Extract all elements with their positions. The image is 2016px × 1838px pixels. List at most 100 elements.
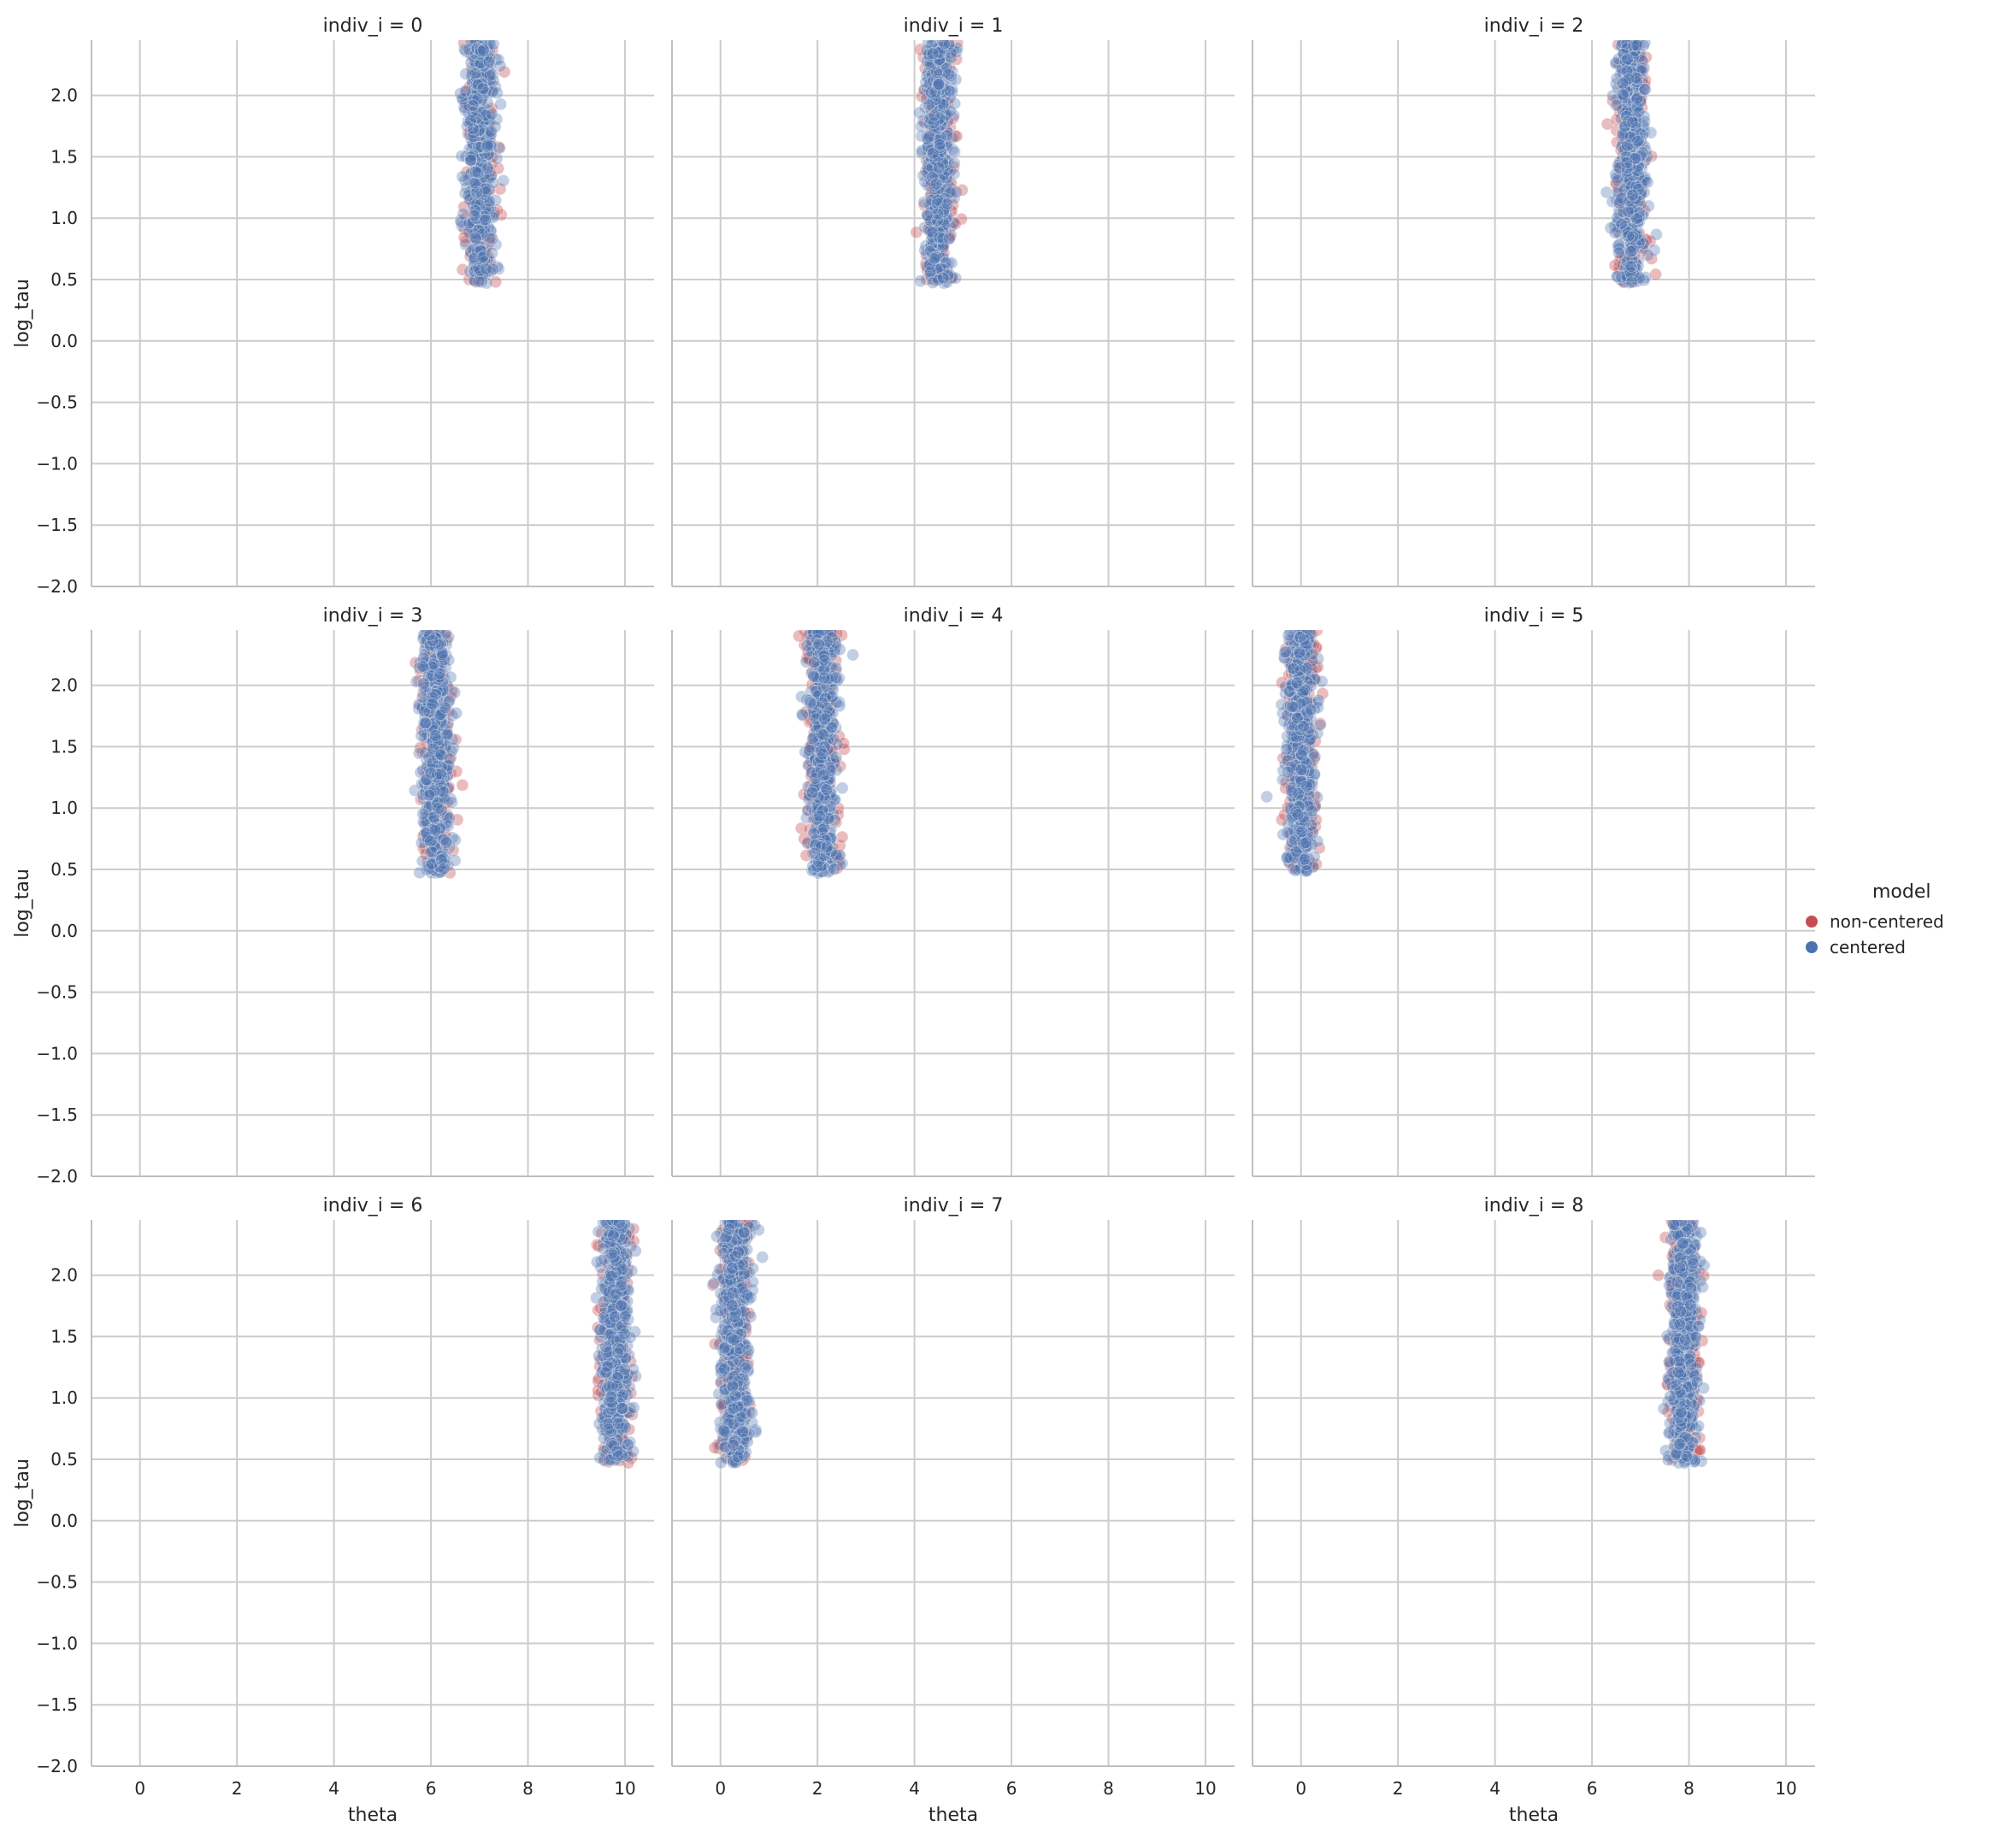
scatter-point-centered: [485, 168, 498, 182]
scatter-point-centered: [479, 256, 492, 269]
scatter-point-non-centered: [939, 134, 952, 148]
scatter-point-non-centered: [471, 44, 485, 57]
scatter-point-centered: [467, 110, 480, 124]
scatter-point-centered: [471, 206, 485, 220]
scatter-point-centered: [1620, 54, 1634, 67]
scatter-point-centered: [943, 91, 957, 104]
scatter-point-non-centered: [1625, 127, 1638, 141]
scatter-point-centered: [935, 105, 949, 119]
scatter-point-centered: [1619, 134, 1633, 148]
scatter-point-centered: [932, 237, 946, 250]
scatter-point-centered: [1617, 48, 1630, 62]
scatter-point-centered: [1637, 274, 1651, 287]
scatter-point-non-centered: [1617, 200, 1630, 214]
scatter-point-centered: [933, 168, 946, 181]
scatter-point-centered: [933, 193, 946, 207]
scatter-point-centered: [933, 190, 946, 203]
scatter-point-centered: [926, 212, 940, 226]
scatter-point-centered: [1616, 103, 1630, 116]
scatter-point-centered: [476, 202, 490, 215]
scatter-point-centered: [934, 195, 948, 208]
scatter-point-centered: [1620, 147, 1634, 161]
scatter-point-centered: [468, 94, 481, 108]
scatter-point-non-centered: [934, 95, 947, 109]
scatter-point-centered: [1610, 92, 1624, 106]
scatter-point-non-centered: [930, 160, 943, 174]
scatter-point-centered: [930, 238, 944, 250]
scatter-point-non-centered: [423, 805, 437, 819]
scatter-point-non-centered: [440, 725, 454, 739]
scatter-point-centered: [1631, 40, 1645, 49]
scatter-point-non-centered: [1649, 268, 1663, 281]
scatter-point-centered: [1625, 67, 1639, 80]
scatter-point-centered: [932, 191, 946, 204]
scatter-point-centered: [937, 48, 951, 62]
scatter-point-centered: [934, 77, 948, 91]
scatter-point-centered: [1616, 205, 1630, 219]
scatter-point-centered: [479, 113, 492, 127]
scatter-point-centered: [473, 50, 486, 63]
scatter-point-centered: [1633, 206, 1646, 220]
scatter-point-centered: [1629, 136, 1642, 150]
scatter-point-centered: [933, 185, 946, 198]
y-tick-label: −0.5: [36, 1572, 78, 1593]
scatter-point-centered: [927, 266, 940, 280]
scatter-point-centered: [940, 200, 953, 214]
scatter-point-non-centered: [1600, 117, 1614, 131]
scatter-point-non-centered: [422, 654, 436, 668]
scatter-point-non-centered: [480, 261, 493, 274]
scatter-point-centered: [1609, 57, 1623, 71]
scatter-point-centered: [1624, 159, 1637, 173]
scatter-point-non-centered: [1624, 250, 1638, 263]
scatter-point-non-centered: [928, 121, 941, 134]
scatter-point-centered: [915, 144, 928, 157]
scatter-point-centered: [936, 238, 950, 251]
scatter-point-centered: [471, 140, 485, 154]
scatter-point-non-centered: [926, 174, 940, 187]
scatter-point-centered: [467, 113, 480, 126]
scatter-point-centered: [472, 166, 485, 180]
scatter-point-centered: [937, 238, 950, 251]
panel-title: indiv_i = 6: [323, 1195, 423, 1216]
y-tick-label: −1.0: [36, 1633, 78, 1653]
scatter-point-centered: [942, 180, 956, 193]
y-tick-label: −0.5: [36, 982, 78, 1003]
scatter-point-centered: [940, 173, 953, 186]
scatter-point-non-centered: [427, 657, 441, 671]
scatter-point-centered: [416, 660, 429, 673]
scatter-point-centered: [474, 137, 487, 150]
scatter-point-centered: [1622, 119, 1636, 133]
scatter-point-non-centered: [931, 160, 945, 174]
scatter-point-centered: [478, 120, 492, 133]
scatter-point-centered: [611, 1449, 625, 1463]
scatter-point-centered: [1614, 274, 1628, 287]
scatter-point-non-centered: [471, 51, 485, 65]
scatter-point-non-centered: [426, 740, 439, 754]
scatter-point-centered: [944, 221, 958, 234]
scatter-point-non-centered: [472, 97, 486, 110]
scatter-point-centered: [1624, 121, 1638, 134]
scatter-point-centered: [476, 83, 490, 97]
scatter-point-centered: [922, 156, 935, 170]
scatter-point-centered: [483, 40, 497, 50]
scatter-point-centered: [940, 256, 952, 269]
scatter-point-non-centered: [444, 767, 457, 781]
scatter-point-centered: [816, 747, 829, 761]
scatter-point-centered: [1625, 185, 1638, 197]
scatter-point-non-centered: [1634, 240, 1648, 254]
scatter-point-centered: [1624, 80, 1637, 93]
scatter-point-non-centered: [1618, 263, 1632, 277]
scatter-point-centered: [1648, 244, 1661, 257]
scatter-point-non-centered: [480, 120, 493, 133]
scatter-point-centered: [459, 150, 473, 163]
scatter-point-centered: [934, 144, 948, 158]
scatter-point-centered: [469, 103, 483, 116]
scatter-point-non-centered: [467, 180, 480, 194]
scatter-point-centered: [1629, 228, 1642, 242]
y-tick-label: −2.0: [36, 1166, 78, 1187]
scatter-point-centered: [1624, 144, 1636, 158]
scatter-point-non-centered: [1620, 268, 1634, 281]
scatter-point-centered: [466, 109, 480, 122]
scatter-point-non-centered: [424, 730, 438, 744]
scatter-point-centered: [486, 68, 499, 81]
